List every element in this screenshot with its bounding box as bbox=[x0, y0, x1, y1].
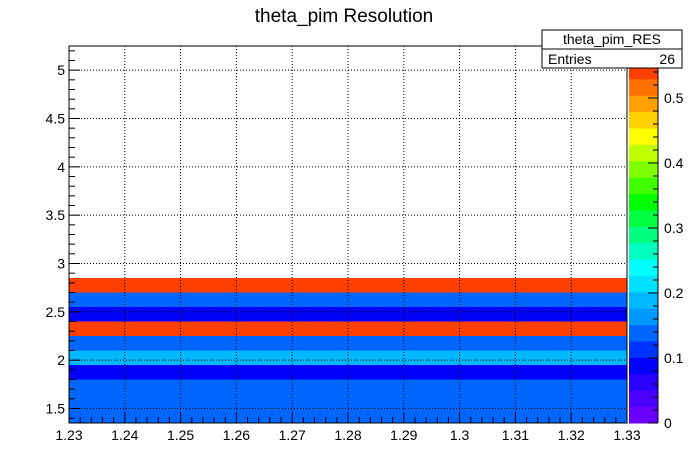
x-tick-label: 1.28 bbox=[334, 427, 361, 443]
heatmap-bin-row bbox=[69, 307, 627, 322]
palette-swatch bbox=[629, 177, 658, 195]
heatmap-bin-row bbox=[69, 365, 627, 380]
heatmap-bin-row bbox=[69, 394, 627, 409]
x-tick-label: 1.29 bbox=[390, 427, 417, 443]
x-tick-label: 1.33 bbox=[613, 427, 640, 443]
x-tick-label: 1.31 bbox=[502, 427, 529, 443]
palette-swatch bbox=[629, 324, 658, 342]
heatmap-bin-row bbox=[69, 350, 627, 365]
palette-swatch bbox=[629, 95, 658, 113]
palette-swatch bbox=[629, 209, 658, 227]
palette-tick-label: 0.2 bbox=[664, 285, 684, 301]
x-tick-label: 1.25 bbox=[167, 427, 194, 443]
palette-swatch bbox=[629, 341, 658, 358]
palette-swatch bbox=[629, 291, 658, 309]
palette-swatch bbox=[629, 308, 658, 326]
stats-entries-value: 26 bbox=[659, 51, 675, 67]
palette-swatch bbox=[629, 373, 658, 391]
palette-swatch bbox=[629, 390, 658, 408]
y-tick-label: 5 bbox=[57, 62, 65, 78]
heatmap-bin-row bbox=[69, 292, 627, 307]
y-tick-label: 3 bbox=[57, 256, 65, 272]
palette-swatch bbox=[629, 160, 658, 178]
chart-title: theta_pim Resolution bbox=[255, 6, 434, 27]
stats-box-title: theta_pim_RES bbox=[563, 31, 661, 47]
x-tick-label: 1.26 bbox=[223, 427, 250, 443]
x-tick-label: 1.23 bbox=[55, 427, 82, 443]
x-tick-label: 1.3 bbox=[450, 427, 470, 443]
y-tick-label: 4.5 bbox=[46, 111, 66, 127]
y-axis: 1.5 2 2.5 3 3.5 4 4.5 5 bbox=[46, 50, 80, 419]
x-axis: 1.23 1.24 1.25 1.26 1.27 1.28 1.29 1.3 1.31 1.32 1… bbox=[55, 412, 641, 443]
palette-swatch bbox=[629, 275, 658, 293]
palette-tick-label: 0.3 bbox=[664, 220, 684, 236]
x-tick-label: 1.24 bbox=[111, 427, 138, 443]
color-palette: 0 0.1 0.2 0.3 0.4 0.5 bbox=[629, 45, 684, 431]
palette-swatch bbox=[629, 78, 658, 96]
palette-swatch bbox=[629, 357, 658, 375]
y-tick-label: 2 bbox=[57, 352, 65, 368]
gridline-overlay bbox=[69, 46, 627, 423]
palette-tick-label: 0 bbox=[664, 415, 672, 431]
stats-entries-label: Entries bbox=[548, 51, 592, 67]
heatmap-bin-row bbox=[69, 278, 627, 293]
palette-tick-label: 0.4 bbox=[664, 155, 684, 171]
palette-swatch bbox=[629, 406, 658, 424]
x-tick-label: 1.27 bbox=[279, 427, 306, 443]
palette-swatch bbox=[629, 144, 658, 162]
palette-swatch bbox=[629, 111, 658, 129]
heatmap-bin-row bbox=[69, 379, 627, 394]
y-tick-label: 2.5 bbox=[46, 304, 66, 320]
palette-swatch bbox=[629, 259, 658, 276]
heatmap-bins bbox=[69, 278, 627, 423]
palette-swatch bbox=[629, 242, 658, 260]
palette-tick-label: 0.1 bbox=[664, 350, 684, 366]
y-tick-label: 1.5 bbox=[46, 401, 66, 417]
y-tick-label: 4 bbox=[57, 159, 65, 175]
palette-swatch bbox=[629, 193, 658, 211]
stats-box: theta_pim_RES Entries 26 bbox=[541, 29, 683, 69]
palette-tick-label: 0.5 bbox=[664, 90, 684, 106]
palette-swatch bbox=[629, 226, 658, 244]
x-tick-label: 1.32 bbox=[558, 427, 585, 443]
y-tick-label: 3.5 bbox=[46, 207, 66, 223]
palette-swatch bbox=[629, 127, 658, 145]
